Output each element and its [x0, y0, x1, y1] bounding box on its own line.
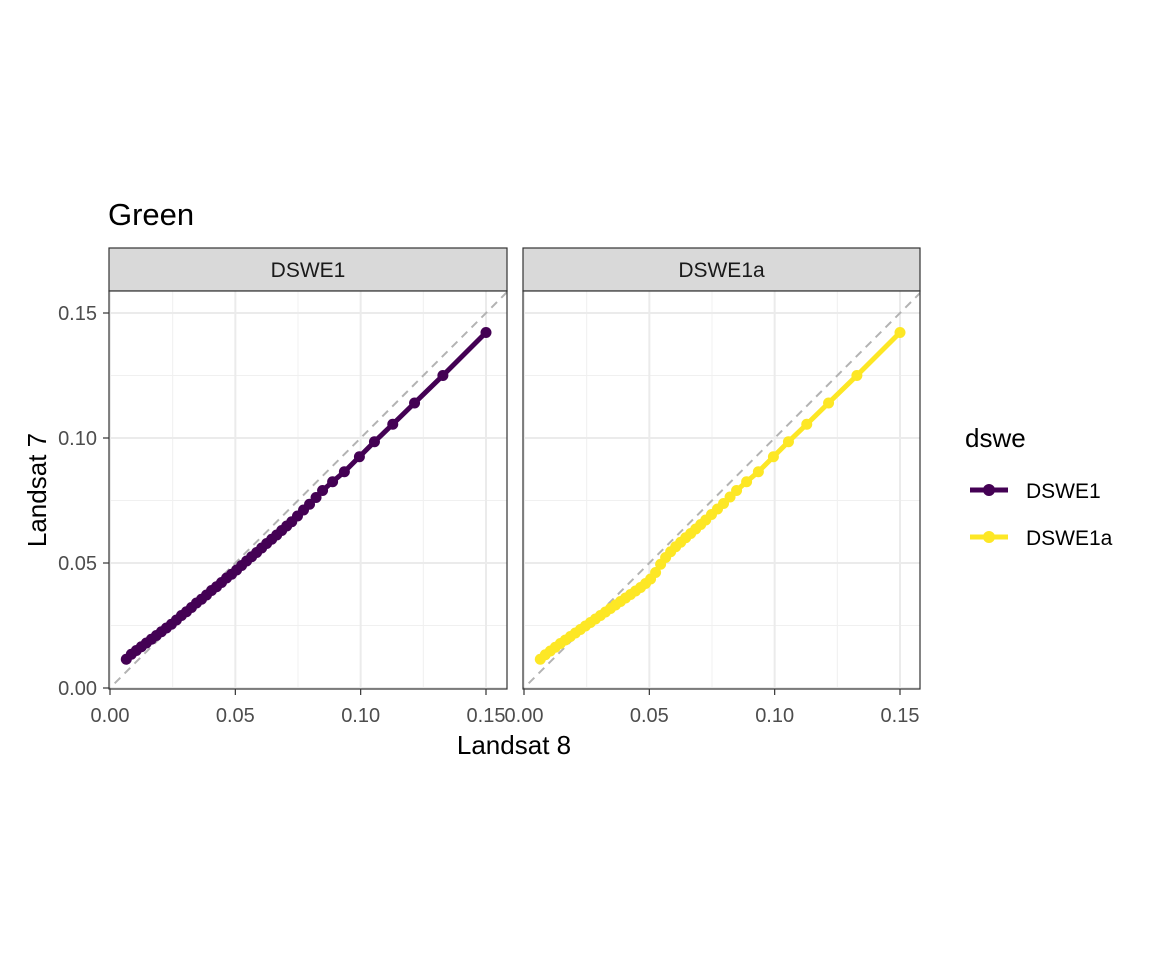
x-tick-label: 0.05: [630, 705, 669, 727]
y-tick-label: 0.10: [58, 428, 97, 450]
data-point: [480, 327, 492, 338]
facet-strip-label: DSWE1: [271, 259, 346, 282]
data-point: [368, 436, 380, 448]
data-point: [741, 476, 753, 488]
y-tick-label: 0.15: [58, 303, 97, 325]
x-tick-label: 0.00: [505, 705, 544, 727]
x-tick-label: 0.15: [467, 705, 506, 727]
data-point: [823, 397, 835, 409]
y-tick-label: 0.00: [58, 678, 97, 700]
data-point: [317, 485, 329, 496]
data-point: [327, 476, 339, 488]
facet-strip: [108, 247, 508, 292]
panel-border: [522, 290, 921, 690]
y-tick-label: 0.05: [58, 553, 97, 575]
x-tick-label: 0.10: [755, 705, 794, 727]
data-point: [894, 327, 906, 338]
data-point: [782, 436, 794, 448]
data-point: [353, 451, 365, 463]
data-point: [650, 567, 662, 578]
series-dswe1: [120, 327, 492, 665]
legend: dswe DSWE1 DSWE1a: [965, 423, 1113, 550]
chart-title: Green: [108, 197, 194, 232]
legend-key-point: [983, 484, 995, 496]
data-point: [437, 370, 449, 381]
panel-border: [108, 290, 508, 690]
data-point: [731, 485, 743, 496]
data-point: [851, 370, 863, 381]
x-tick-label: 0.15: [881, 705, 920, 727]
legend-label-dswe1: DSWE1: [1026, 480, 1101, 503]
legend-label-dswe1a: DSWE1a: [1026, 527, 1113, 550]
facet-panel-dswe1: DSWE1 0.00 0.05 0.10 0.15 0.00 0.05 0.10 0.15: [58, 247, 508, 727]
legend-key-point: [983, 531, 995, 543]
data-point: [310, 492, 322, 503]
x-tick-label: 0.05: [216, 705, 255, 727]
legend-title: dswe: [965, 423, 1026, 453]
facet-panel-dswe1a: DSWE1a 0.00 0.05 0.10 0.15: [505, 247, 921, 727]
data-point: [767, 451, 779, 463]
x-axis-title: Landsat 8: [457, 730, 571, 760]
x-tick-label: 0.10: [341, 705, 380, 727]
data-point: [801, 418, 813, 430]
y-axis-title: Landsat 7: [22, 433, 52, 547]
data-point: [338, 466, 350, 478]
data-point: [387, 418, 399, 430]
data-point: [409, 397, 421, 409]
facet-strip-label: DSWE1a: [678, 259, 765, 282]
data-point: [752, 466, 764, 478]
series-dswe1a: [534, 327, 906, 665]
facet-strip: [522, 247, 921, 292]
x-tick-label: 0.00: [91, 705, 130, 727]
